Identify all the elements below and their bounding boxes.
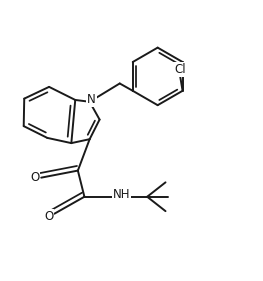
- Text: N: N: [87, 93, 96, 106]
- Text: NH: NH: [113, 188, 130, 201]
- Text: O: O: [30, 171, 39, 184]
- Text: O: O: [44, 210, 53, 223]
- Text: Cl: Cl: [174, 63, 186, 76]
